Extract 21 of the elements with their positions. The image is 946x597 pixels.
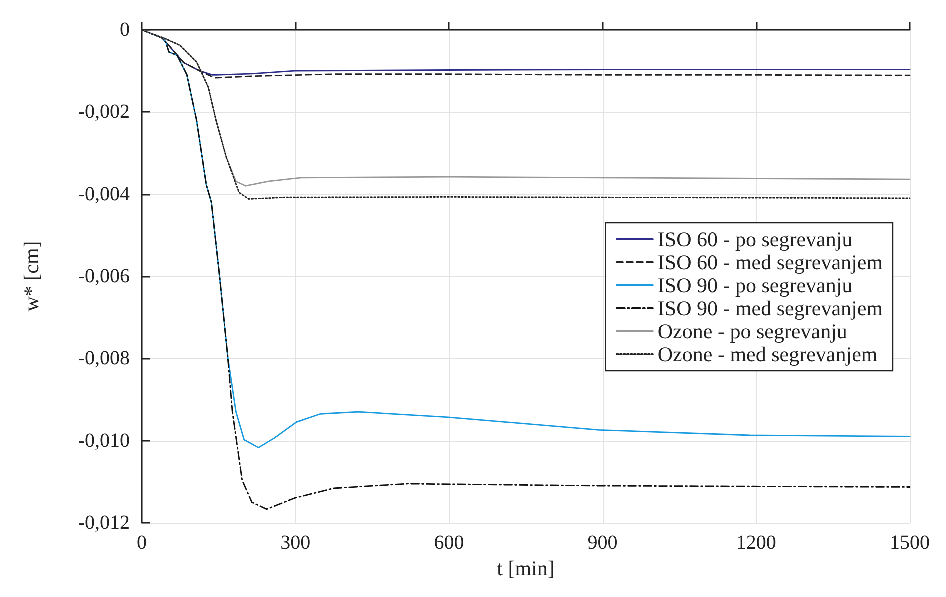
y-tick-label: -0,012 — [78, 512, 130, 534]
legend-label: ISO 90 - med segrevanjem — [658, 296, 884, 320]
y-axis-title: w* [cm] — [20, 241, 44, 312]
x-tick-label: 1500 — [890, 532, 930, 554]
legend-label: Ozone - po segrevanju — [658, 319, 848, 344]
legend-label: ISO 90 - po segrevanju — [658, 273, 854, 298]
y-tick-label: -0,006 — [78, 266, 130, 288]
legend-label: ISO 60 - po segrevanju — [658, 227, 854, 252]
y-tick-label: -0,008 — [78, 348, 130, 370]
x-tick-label: 0 — [137, 532, 147, 554]
y-tick-label: 0 — [120, 19, 130, 41]
legend-label: ISO 60 - med segrevanjem — [658, 250, 884, 274]
legend-label: Ozone - med segrevanjem — [658, 342, 878, 366]
y-tick-label: -0,010 — [78, 430, 130, 452]
x-axis-title: t [min] — [497, 556, 555, 580]
y-tick-label: -0,002 — [78, 101, 130, 124]
x-tick-label: 900 — [588, 532, 618, 554]
x-tick-label: 600 — [434, 532, 464, 554]
x-tick-label: 300 — [280, 532, 311, 554]
y-tick-label: -0,004 — [78, 183, 130, 206]
x-tick-label: 1200 — [736, 532, 776, 554]
